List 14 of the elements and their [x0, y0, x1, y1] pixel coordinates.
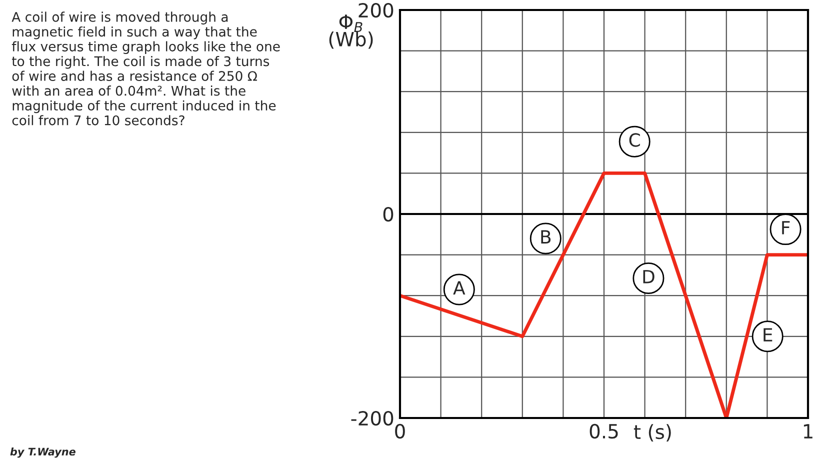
annotation: E	[764, 328, 772, 342]
annotation: C	[629, 133, 640, 147]
annotation: B	[541, 230, 551, 244]
y-tick-label: 0	[383, 206, 394, 222]
x-tick-label: 0.5	[590, 424, 618, 439]
annotation: D	[643, 270, 654, 284]
x-tick-label: 0	[395, 424, 405, 439]
y-tick-label: -200	[351, 410, 394, 426]
x-axis-title: t (s)	[634, 424, 671, 442]
annotation: F	[782, 221, 790, 234]
annotation: A	[453, 281, 466, 294]
text: A coil of wire is moved through a magnetic field in such a way that the flux versus time graph looks like the one to the right. The coil is made of 3 turns of wire and has a resistance of 250 Ω with an area of 0.04m². What is the magnitude of the current induced in the coil from 7 to 10 seconds?	[12, 12, 280, 126]
text: by T.Wayne	[10, 447, 76, 458]
x-tick-label: 1	[804, 424, 812, 438]
